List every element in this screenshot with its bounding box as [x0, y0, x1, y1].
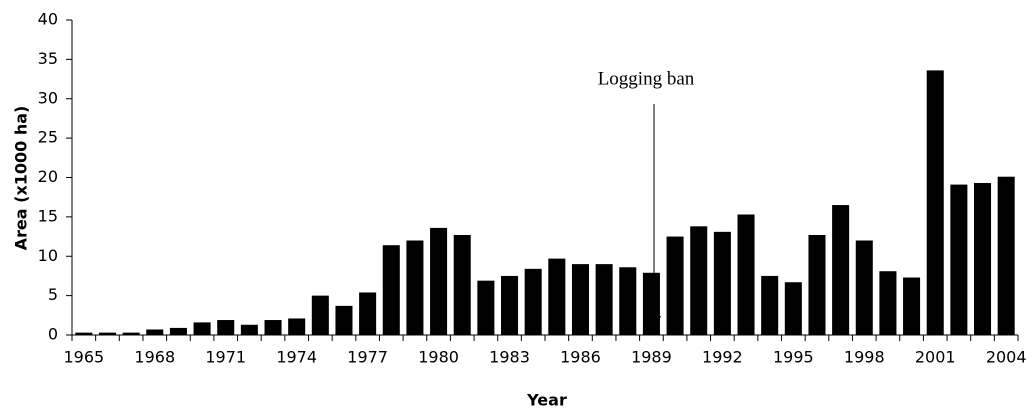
bar	[571, 264, 589, 335]
bar	[193, 322, 211, 335]
bar	[382, 245, 400, 335]
x-tick-label: 1989	[631, 348, 672, 367]
bar	[997, 176, 1015, 335]
bar	[879, 271, 897, 335]
bar	[974, 183, 992, 335]
y-tick-label: 40	[38, 10, 58, 29]
x-tick-label: 1998	[844, 348, 885, 367]
bar	[335, 305, 353, 335]
y-tick-label: 20	[38, 167, 58, 186]
bar	[146, 329, 164, 335]
bar	[737, 214, 755, 335]
bar	[430, 227, 448, 335]
bar	[761, 275, 779, 335]
bar	[642, 272, 660, 335]
bar	[619, 267, 637, 335]
bar	[950, 184, 968, 335]
bar	[595, 264, 613, 335]
bar	[808, 234, 826, 335]
bar	[855, 240, 873, 335]
x-tick-label: 2001	[915, 348, 956, 367]
bar	[690, 226, 708, 335]
x-tick-label: 1995	[773, 348, 814, 367]
y-axis-label: Area (x1000 ha)	[12, 106, 31, 251]
bar	[98, 332, 116, 335]
x-tick-label: 1977	[347, 348, 388, 367]
y-tick-label: 15	[38, 206, 58, 225]
bar	[524, 268, 542, 335]
bar	[477, 280, 495, 335]
x-tick-label: 1980	[418, 348, 459, 367]
y-tick-label: 30	[38, 88, 58, 107]
x-tick-label: 1992	[702, 348, 743, 367]
x-axis-label: Year	[526, 391, 567, 410]
bar	[406, 240, 424, 335]
bar	[453, 234, 471, 335]
x-tick-label: 1971	[205, 348, 246, 367]
bar	[169, 327, 187, 335]
bar	[666, 236, 684, 335]
bar	[926, 70, 944, 336]
bar	[264, 320, 282, 335]
bar	[832, 205, 850, 335]
bar	[240, 324, 258, 335]
x-tick-label: 1974	[276, 348, 317, 367]
x-tick-label: 1965	[63, 348, 104, 367]
y-tick-label: 25	[38, 128, 58, 147]
y-tick-label: 35	[38, 49, 58, 68]
annotation: Logging ban	[598, 68, 695, 89]
bar	[311, 295, 329, 335]
bar	[288, 318, 306, 335]
bar	[784, 282, 802, 335]
bar	[501, 275, 519, 335]
y-tick-label: 5	[48, 285, 58, 304]
bar	[359, 292, 377, 335]
bar	[903, 277, 921, 335]
bar	[122, 332, 140, 335]
x-tick-label: 1986	[560, 348, 601, 367]
bar	[548, 258, 566, 335]
y-tick-label: 10	[38, 246, 58, 265]
bar	[713, 231, 731, 335]
bar	[217, 320, 235, 335]
bar	[75, 332, 93, 335]
y-tick-label: 0	[48, 325, 58, 344]
x-tick-label: 2004	[986, 348, 1027, 367]
x-tick-label: 1968	[134, 348, 175, 367]
x-tick-label: 1983	[489, 348, 530, 367]
